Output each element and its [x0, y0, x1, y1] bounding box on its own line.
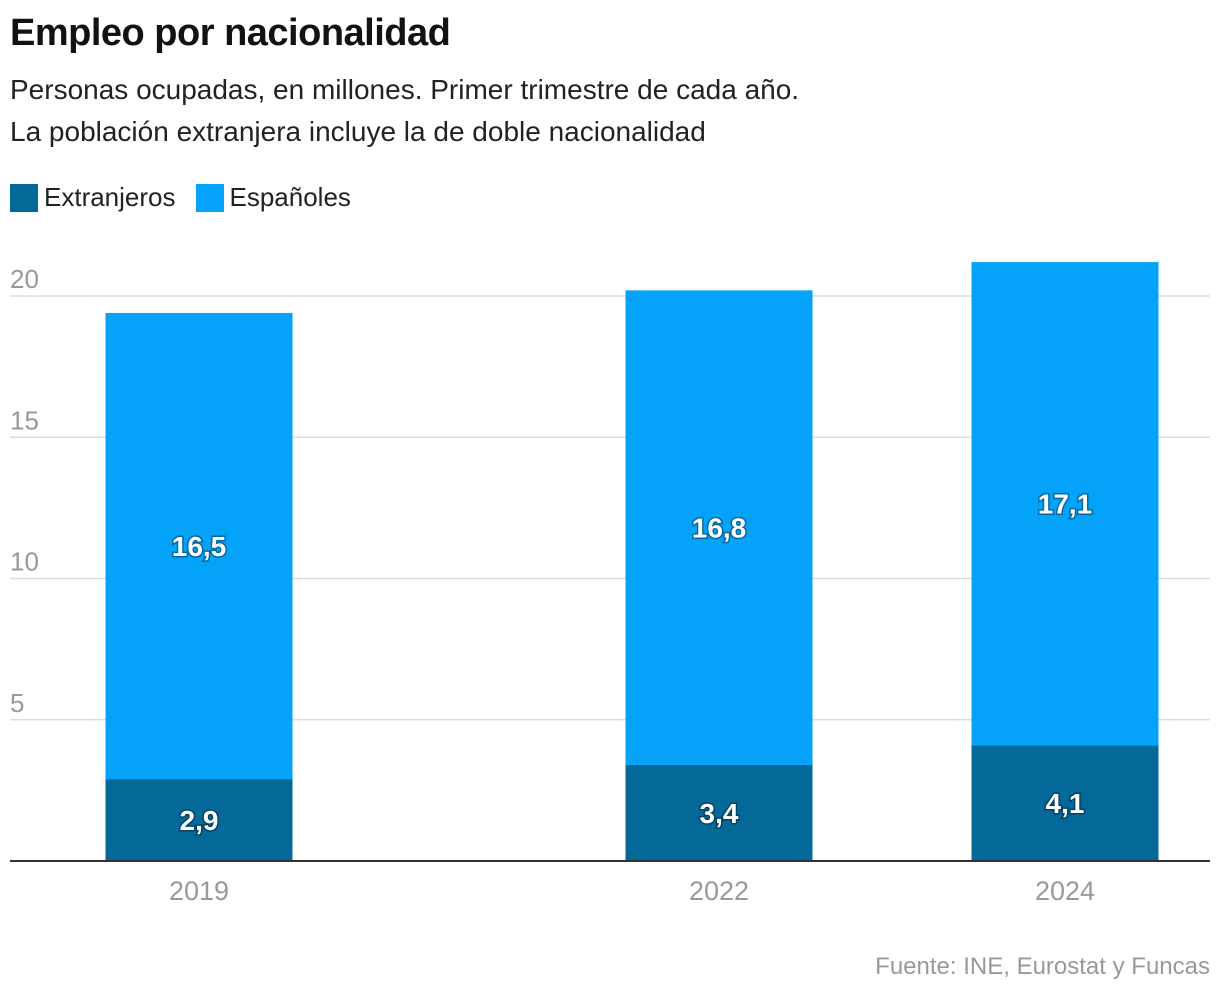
- y-tick-label-5: 5: [10, 688, 24, 718]
- bar-extranjeros-2024: [971, 745, 1159, 861]
- bar-espanoles-2019: [105, 312, 293, 780]
- bar-espanoles-2022: [625, 290, 813, 765]
- bar-espanoles-2024: [971, 262, 1159, 746]
- legend-swatch-extranjeros: [10, 183, 38, 212]
- data-label-extranjeros-2024: 4,1: [1046, 788, 1085, 819]
- x-tick-label-2022: 2022: [689, 876, 749, 906]
- legend-label-extranjeros: Extranjeros: [44, 182, 176, 212]
- bar-extranjeros-2022: [625, 764, 813, 861]
- y-tick-label-10: 10: [10, 547, 39, 577]
- legend-item-extranjeros: Extranjeros: [10, 182, 176, 213]
- legend: Extranjeros Españoles: [10, 182, 371, 213]
- data-label-extranjeros-2019: 2,9: [180, 805, 219, 836]
- y-tick-label-20: 20: [10, 264, 39, 294]
- data-label-espanoles-2024: 17,1: [1038, 489, 1093, 520]
- legend-label-espanoles: Españoles: [229, 182, 351, 212]
- chart-subtitle-line1: Personas ocupadas, en millones. Primer t…: [10, 74, 800, 105]
- legend-swatch-espanoles: [195, 183, 224, 212]
- chart-title: Empleo por nacionalidad: [10, 12, 451, 54]
- source-note: Fuente: INE, Eurostat y Funcas: [875, 953, 1210, 980]
- x-tick-label-2024: 2024: [1035, 876, 1095, 906]
- chart-subtitle-line2: La población extranjera incluye la de do…: [10, 116, 706, 147]
- data-label-espanoles-2019: 16,5: [172, 531, 227, 562]
- x-tick-label-2019: 2019: [169, 876, 229, 906]
- bar-extranjeros-2019: [105, 779, 293, 861]
- data-label-espanoles-2022: 16,8: [692, 513, 747, 544]
- data-label-extranjeros-2022: 3,4: [700, 798, 739, 829]
- legend-item-espanoles: Españoles: [195, 182, 351, 213]
- y-tick-label-15: 15: [10, 405, 39, 435]
